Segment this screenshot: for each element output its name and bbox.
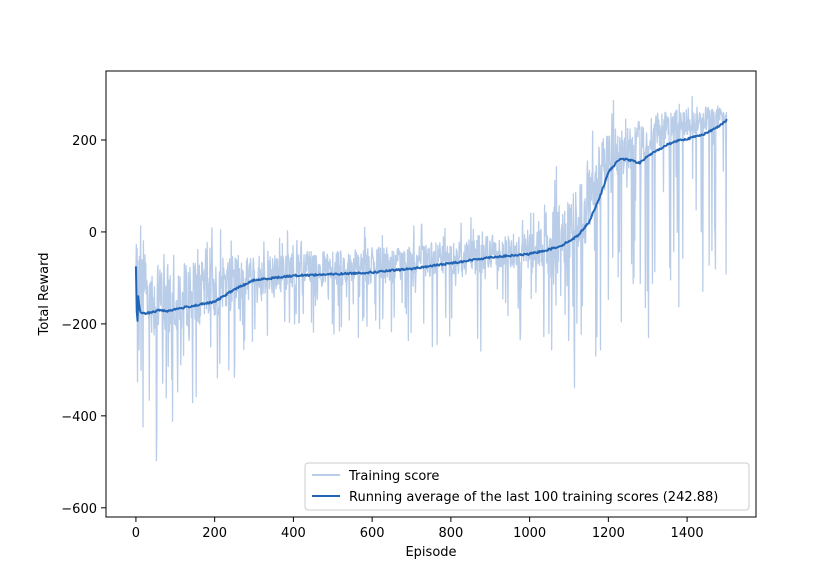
- y-axis-ticks: −600 −400 −200 0 200: [61, 134, 106, 517]
- series-training-score-line: [135, 95, 728, 462]
- x-tick-label: 1200: [592, 526, 625, 541]
- y-tick-label: −400: [61, 410, 97, 425]
- y-tick-label: 200: [72, 134, 97, 149]
- x-axis-label: Episode: [405, 545, 456, 560]
- plot-frame: [105, 70, 757, 518]
- legend-label-running-average: Running average of the last 100 training…: [349, 490, 718, 505]
- x-tick-label: 1000: [513, 526, 546, 541]
- legend-box: [304, 462, 750, 511]
- x-tick-label: 0: [132, 526, 140, 541]
- y-tick-label: −600: [61, 502, 97, 517]
- plot-layer: [134, 95, 728, 462]
- x-axis-ticks: 0 200 400 600 800 1000 1200 1400: [132, 517, 704, 541]
- y-tick-label: −200: [61, 318, 97, 333]
- x-tick-label: 800: [438, 526, 463, 541]
- x-tick-label: 600: [360, 526, 385, 541]
- legend-label-training-score: Training score: [348, 469, 439, 484]
- x-tick-label: 200: [202, 526, 227, 541]
- series-running-average-line: [134, 118, 728, 322]
- y-axis-label: Total Reward: [37, 253, 52, 337]
- y-tick-label: 0: [89, 226, 97, 241]
- x-tick-label: 1400: [671, 526, 704, 541]
- x-tick-label: 400: [281, 526, 306, 541]
- legend: Training score Running average of the la…: [304, 462, 750, 511]
